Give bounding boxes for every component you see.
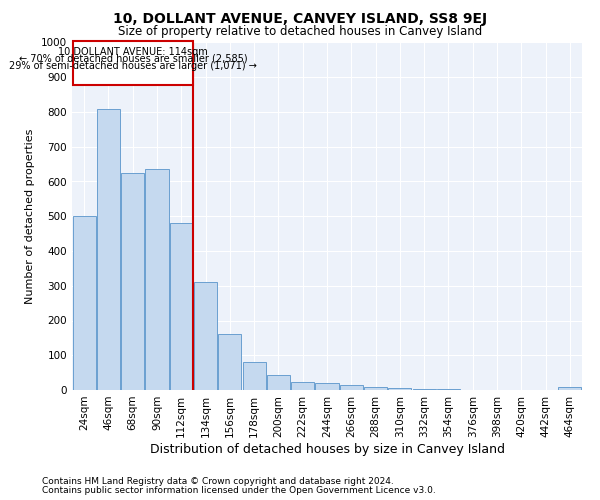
Text: 10, DOLLANT AVENUE, CANVEY ISLAND, SS8 9EJ: 10, DOLLANT AVENUE, CANVEY ISLAND, SS8 9… <box>113 12 487 26</box>
X-axis label: Distribution of detached houses by size in Canvey Island: Distribution of detached houses by size … <box>149 442 505 456</box>
Bar <box>218 334 241 390</box>
Bar <box>388 388 412 390</box>
Bar <box>73 41 193 85</box>
Bar <box>340 385 363 390</box>
Bar <box>145 170 169 390</box>
Text: Contains HM Land Registry data © Crown copyright and database right 2024.: Contains HM Land Registry data © Crown c… <box>42 477 394 486</box>
Text: ← 70% of detached houses are smaller (2,585): ← 70% of detached houses are smaller (2,… <box>19 54 248 64</box>
Bar <box>559 386 581 390</box>
Text: Contains public sector information licensed under the Open Government Licence v3: Contains public sector information licen… <box>42 486 436 495</box>
Bar <box>364 386 387 390</box>
Text: 29% of semi-detached houses are larger (1,071) →: 29% of semi-detached houses are larger (… <box>10 60 257 70</box>
Y-axis label: Number of detached properties: Number of detached properties <box>25 128 35 304</box>
Text: Size of property relative to detached houses in Canvey Island: Size of property relative to detached ho… <box>118 25 482 38</box>
Bar <box>413 388 436 390</box>
Bar <box>291 382 314 390</box>
Bar <box>73 216 95 390</box>
Bar <box>242 362 266 390</box>
Bar <box>316 383 338 390</box>
Text: 10 DOLLANT AVENUE: 114sqm: 10 DOLLANT AVENUE: 114sqm <box>58 46 208 56</box>
Bar <box>121 173 144 390</box>
Bar <box>267 375 290 390</box>
Bar <box>97 108 120 390</box>
Bar <box>170 223 193 390</box>
Bar <box>194 282 217 390</box>
